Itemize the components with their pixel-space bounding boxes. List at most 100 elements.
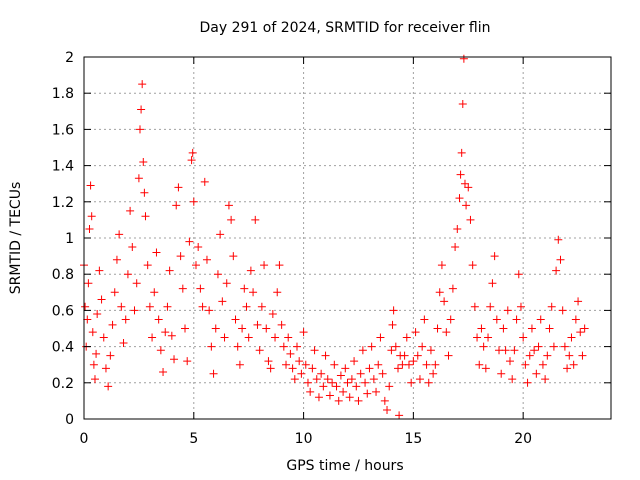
data-point	[185, 237, 194, 246]
data-point	[464, 183, 473, 192]
data-point	[140, 188, 149, 197]
data-point	[211, 324, 220, 333]
x-axis-label: GPS time / hours	[286, 458, 403, 474]
data-point	[138, 80, 147, 89]
data-point	[167, 331, 176, 340]
data-point	[150, 288, 159, 297]
data-point	[246, 266, 255, 275]
data-point	[523, 378, 532, 387]
data-point	[448, 284, 457, 293]
data-point	[181, 324, 190, 333]
data-point	[165, 266, 174, 275]
data-point	[530, 346, 539, 355]
points-layer	[80, 54, 589, 420]
data-point	[492, 315, 501, 324]
data-point	[534, 342, 543, 351]
data-point	[514, 270, 523, 279]
data-point	[567, 333, 576, 342]
data-point	[541, 375, 550, 384]
data-point	[488, 279, 497, 288]
data-point	[202, 255, 211, 264]
data-point	[451, 243, 460, 252]
data-point	[431, 360, 440, 369]
data-point	[490, 252, 499, 261]
data-point	[196, 284, 205, 293]
data-point	[159, 367, 168, 376]
data-point	[119, 338, 128, 347]
data-point	[558, 306, 567, 315]
data-point	[176, 252, 185, 261]
data-point	[468, 261, 477, 270]
data-point	[358, 346, 367, 355]
data-point	[538, 360, 547, 369]
data-point	[275, 261, 284, 270]
data-point	[413, 351, 422, 360]
data-point	[508, 375, 517, 384]
data-point	[374, 360, 383, 369]
data-point	[361, 378, 370, 387]
data-point	[90, 375, 99, 384]
data-point	[89, 360, 98, 369]
data-point	[336, 371, 345, 380]
data-point	[400, 351, 409, 360]
data-point	[112, 255, 121, 264]
data-point	[262, 324, 271, 333]
data-point	[460, 179, 469, 188]
data-point	[352, 382, 361, 391]
data-point	[356, 369, 365, 378]
data-point	[282, 360, 291, 369]
y-tick-label: 0.2	[52, 376, 74, 392]
data-point	[174, 183, 183, 192]
data-point	[317, 369, 326, 378]
data-point	[516, 302, 525, 311]
data-point	[303, 378, 312, 387]
data-point	[106, 351, 115, 360]
grid-lines	[84, 57, 611, 419]
data-point	[505, 357, 514, 366]
data-point	[549, 342, 558, 351]
data-point	[163, 302, 172, 311]
data-point	[475, 360, 484, 369]
y-tick-label: 0	[65, 412, 74, 428]
data-point	[458, 100, 467, 109]
data-point	[527, 324, 536, 333]
data-point	[240, 284, 249, 293]
data-point	[578, 351, 587, 360]
data-point	[86, 181, 95, 190]
data-point	[104, 382, 113, 391]
data-point	[565, 351, 574, 360]
data-point	[387, 346, 396, 355]
data-point	[341, 364, 350, 373]
data-point	[235, 360, 244, 369]
data-point	[172, 201, 181, 210]
data-point	[354, 396, 363, 405]
data-point	[143, 261, 152, 270]
data-point	[123, 270, 132, 279]
data-point	[290, 375, 299, 384]
data-point	[332, 382, 341, 391]
data-point	[545, 324, 554, 333]
data-point	[198, 302, 207, 311]
data-point	[334, 396, 343, 405]
data-point	[92, 349, 101, 358]
data-point	[407, 378, 416, 387]
data-point	[194, 243, 203, 252]
data-point	[260, 261, 269, 270]
data-point	[110, 288, 119, 297]
data-point	[257, 302, 266, 311]
data-point	[266, 364, 275, 373]
data-point	[233, 342, 242, 351]
data-point	[301, 360, 310, 369]
data-point	[404, 360, 413, 369]
data-point	[433, 324, 442, 333]
data-point	[345, 393, 354, 402]
data-point	[521, 360, 530, 369]
y-tick-label: 0.4	[52, 340, 74, 356]
data-point	[499, 324, 508, 333]
data-point	[227, 215, 236, 224]
data-point	[388, 320, 397, 329]
data-point	[188, 148, 197, 157]
x-tick-label: 10	[295, 431, 313, 447]
y-axis-label: SRMTID / TECUs	[8, 182, 24, 295]
data-point	[503, 306, 512, 315]
